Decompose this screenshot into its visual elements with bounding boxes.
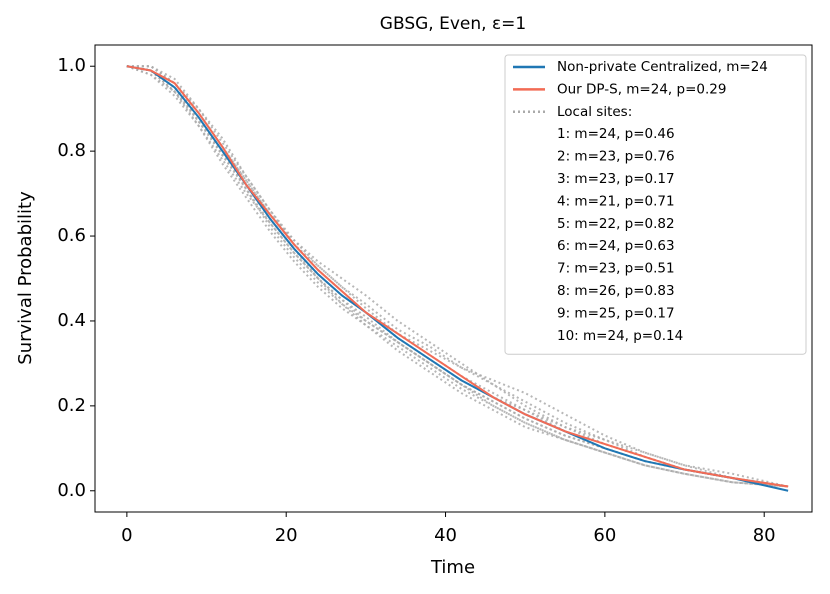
- survival-curve: [126, 65, 789, 488]
- y-tick-label: 0.6: [57, 225, 86, 246]
- legend-label: 7: m=23, p=0.51: [557, 261, 675, 277]
- y-tick-label: 0.4: [57, 310, 86, 331]
- legend-box: [504, 54, 807, 355]
- survival-curve: [126, 65, 789, 488]
- legend-label: 10: m=24, p=0.14: [557, 328, 683, 344]
- legend-label: Local sites:: [557, 104, 632, 120]
- legend-label: Our DP-S, m=24, p=0.29: [557, 81, 726, 97]
- x-tick-label: 60: [593, 525, 616, 546]
- y-tick-label: 0.8: [57, 140, 86, 161]
- legend-label: 4: m=21, p=0.71: [557, 193, 675, 209]
- survival-curve: [126, 65, 789, 492]
- plot-frame: [94, 44, 813, 513]
- y-tick-label: 0.2: [57, 395, 86, 416]
- x-tick-label: 0: [121, 525, 132, 546]
- legend-label: 1: m=24, p=0.46: [557, 126, 675, 142]
- legend-label: 2: m=23, p=0.76: [557, 149, 675, 165]
- chart-title: GBSG, Even, ε=1: [380, 14, 526, 34]
- survival-curve: [126, 65, 789, 488]
- legend-label: 9: m=25, p=0.17: [557, 305, 675, 321]
- y-axis-label: Survival Probability: [15, 191, 36, 365]
- survival-curve: [126, 65, 789, 488]
- y-tick-label: 1.0: [57, 55, 86, 76]
- legend-label: 8: m=26, p=0.83: [557, 283, 675, 299]
- x-tick-label: 80: [753, 525, 776, 546]
- legend-label: 6: m=24, p=0.63: [557, 238, 675, 254]
- x-axis-label: Time: [430, 557, 475, 578]
- survival-curve: [126, 65, 789, 488]
- y-tick-label: 0.0: [57, 480, 86, 501]
- x-tick-label: 20: [275, 525, 298, 546]
- legend-label: 3: m=23, p=0.17: [557, 171, 675, 187]
- x-tick-label: 40: [434, 525, 457, 546]
- legend-label: Non-private Centralized, m=24: [557, 59, 768, 75]
- legend-label: 5: m=22, p=0.82: [557, 216, 675, 232]
- survival-curve: [126, 65, 789, 488]
